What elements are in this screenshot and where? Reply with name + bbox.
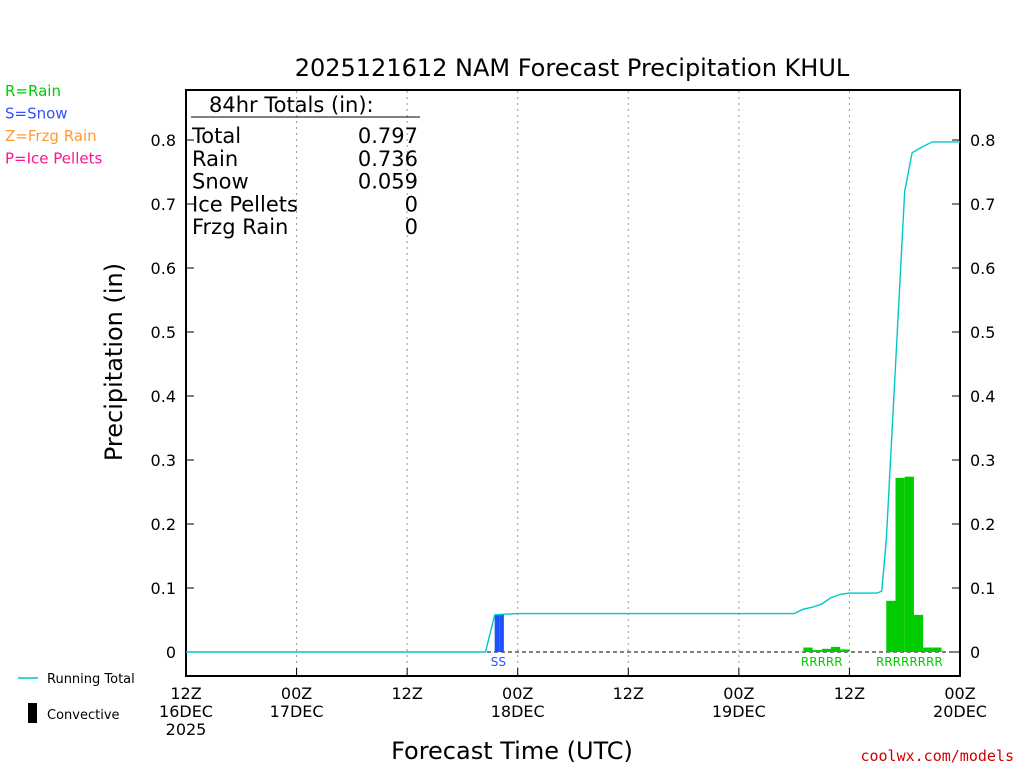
y-tick-label: 0.4 — [970, 387, 995, 406]
type-legend-item: Z=Frzg Rain — [5, 127, 97, 145]
y-tick-label: 0.4 — [151, 387, 176, 406]
x-tick-label: 16DEC — [159, 702, 213, 721]
totals-row-label: Snow — [192, 170, 249, 194]
plot-frame — [185, 89, 961, 677]
x-tick-label: 19DEC — [712, 702, 766, 721]
precip-bars — [494, 476, 942, 652]
y-tick-label: 0.6 — [970, 259, 995, 278]
precip-bar-rain — [803, 647, 813, 652]
type-legend-item: R=Rain — [5, 82, 61, 100]
precip-bar-rain — [904, 476, 914, 652]
x-tick-label: 2025 — [166, 720, 207, 739]
totals-row-label: Frzg Rain — [192, 215, 288, 239]
totals-row-value: 0.736 — [358, 147, 418, 171]
precip-bar-rain — [913, 614, 924, 652]
credit-text: coolwx.com/models — [860, 747, 1014, 765]
precip-type-legend: R=Rain S=Snow Z=Frzg Rain P=Ice Pellets — [5, 82, 102, 168]
series-legend-label: Convective — [47, 708, 120, 723]
y-axis-label: Precipitation (in) — [100, 263, 128, 461]
series-legend: Running Total Convective — [18, 672, 135, 723]
totals-box: 84hr Totals (in): Total 0.797 Rain 0.736 Sno… — [191, 93, 420, 239]
y-tick-label: 0.3 — [970, 451, 995, 470]
y-axis-left: 0 0.1 0.2 0.3 0.4 0.5 0.6 0.7 0.8 — [151, 131, 194, 662]
x-tick-label: 20DEC — [933, 702, 987, 721]
precip-type-mark: RRRRR — [801, 655, 843, 669]
precip-bar-rain — [923, 647, 933, 652]
y-tick-label: 0.8 — [151, 131, 176, 150]
precip-bar-rain — [895, 477, 905, 652]
y-tick-label: 0.2 — [151, 515, 176, 534]
y-tick-label: 0.5 — [151, 323, 176, 342]
precip-type-marks: SS RRRRR RRRRRRRR — [491, 655, 943, 669]
totals-row-value: 0.797 — [358, 124, 418, 148]
y-tick-label: 0 — [970, 643, 980, 662]
series-legend-label: Running Total — [47, 672, 135, 687]
precip-type-mark: RRRRRRRR — [876, 655, 943, 669]
y-tick-label: 0.1 — [151, 579, 176, 598]
precip-bar-snow — [499, 614, 504, 652]
totals-heading: 84hr Totals (in): — [209, 93, 374, 117]
precip-type-mark: SS — [491, 655, 506, 669]
x-tick-label: 00Z — [281, 684, 312, 703]
y-tick-label: 0.2 — [970, 515, 995, 534]
y-tick-label: 0.6 — [151, 259, 176, 278]
y-tick-label: 0.7 — [970, 195, 995, 214]
vertical-gridlines — [296, 91, 850, 675]
y-tick-label: 0 — [166, 643, 176, 662]
precip-bar-rain — [886, 600, 896, 652]
x-axis-label: Forecast Time (UTC) — [391, 737, 633, 765]
convective-legend-swatch — [28, 703, 37, 723]
type-legend-item: P=Ice Pellets — [5, 150, 102, 168]
y-axis-right: 0 0.1 0.2 0.3 0.4 0.5 0.6 0.7 0.8 — [952, 131, 995, 662]
totals-row-label: Total — [191, 124, 241, 148]
x-tick-label: 12Z — [170, 684, 201, 703]
x-tick-label: 17DEC — [270, 702, 324, 721]
totals-row-value: 0 — [405, 192, 418, 216]
running-total-line — [186, 141, 960, 653]
precip-bar-rain — [932, 647, 942, 652]
y-tick-label: 0.5 — [970, 323, 995, 342]
precip-bar-rain — [831, 646, 841, 652]
precip-bar-rain — [821, 648, 831, 652]
totals-row-value: 0.059 — [358, 170, 418, 194]
x-tick-label: 00Z — [723, 684, 754, 703]
x-tick-label: 12Z — [391, 684, 422, 703]
type-legend-item: S=Snow — [5, 105, 68, 123]
y-tick-label: 0.3 — [151, 451, 176, 470]
x-tick-label: 00Z — [944, 684, 975, 703]
x-tick-label: 12Z — [613, 684, 644, 703]
totals-row-label: Ice Pellets — [192, 192, 298, 216]
y-tick-label: 0.1 — [970, 579, 995, 598]
precip-bar-rain — [840, 649, 850, 652]
x-tick-label: 18DEC — [491, 702, 545, 721]
chart-title: 2025121612 NAM Forecast Precipitation KH… — [295, 54, 850, 82]
x-tick-label: 12Z — [834, 684, 865, 703]
totals-row-value: 0 — [405, 215, 418, 239]
precip-bar-snow — [494, 614, 500, 652]
y-tick-label: 0.8 — [970, 131, 995, 150]
x-tick-label: 00Z — [502, 684, 533, 703]
y-tick-label: 0.7 — [151, 195, 176, 214]
totals-row-label: Rain — [192, 147, 238, 171]
precip-bar-rain — [812, 650, 822, 652]
